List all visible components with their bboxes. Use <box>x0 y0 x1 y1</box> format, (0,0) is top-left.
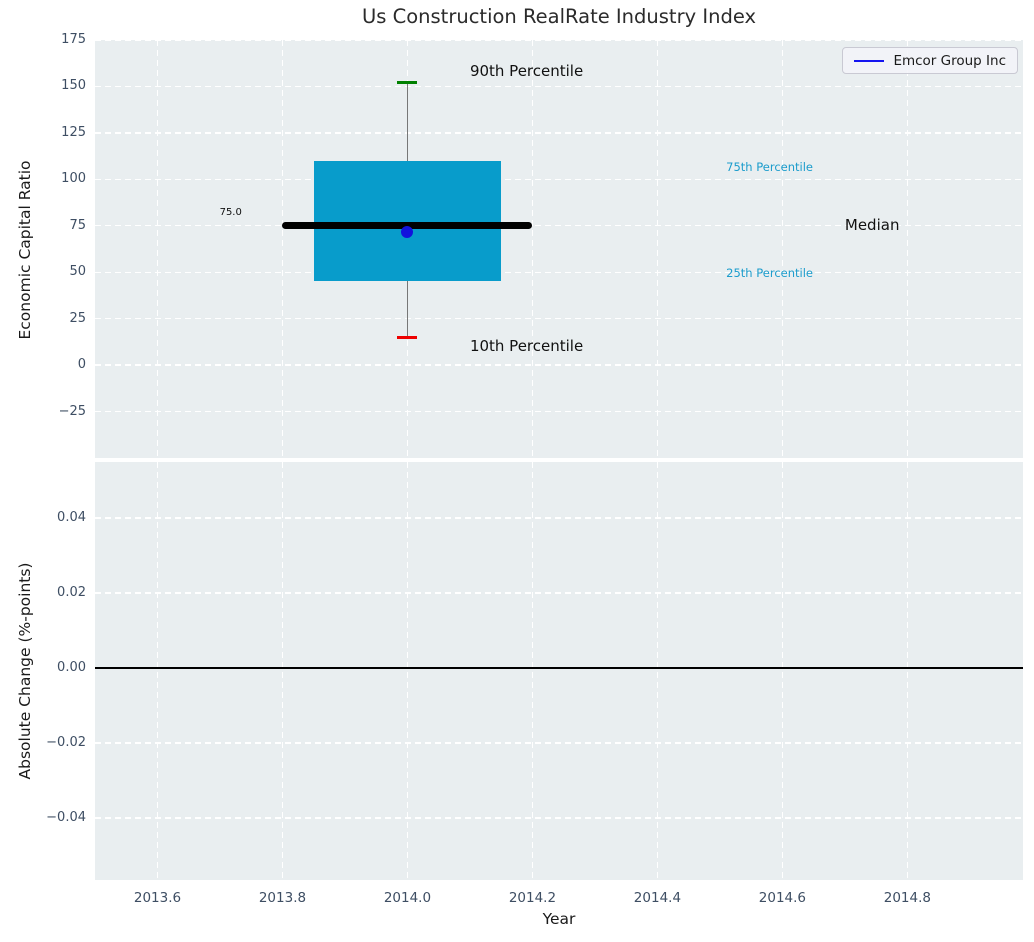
y-tick-label: 100 <box>61 171 86 187</box>
y-tick-label: 0.04 <box>57 510 86 526</box>
gridline-vertical <box>656 462 659 880</box>
chart-title: Us Construction RealRate Industry Index <box>361 5 757 28</box>
gridline-vertical <box>531 462 534 880</box>
legend: Emcor Group Inc <box>842 47 1018 74</box>
iqr-box <box>313 160 502 281</box>
x-tick-label: 2013.6 <box>133 890 182 906</box>
gridline-horizontal <box>95 225 1023 227</box>
gridline-vertical <box>781 462 784 880</box>
annotation-25th-percentile: 25th Percentile <box>726 265 813 280</box>
gridline-horizontal <box>95 271 1023 273</box>
x-tick-label: 2013.8 <box>258 890 307 906</box>
gridline-horizontal <box>95 132 1023 134</box>
gridline-horizontal <box>95 742 1023 744</box>
gridline-horizontal <box>95 85 1023 88</box>
x-tick-label: 2014.2 <box>508 890 557 906</box>
y-tick-label: −0.02 <box>46 734 86 750</box>
y-axis-label-top: Economic Capital Ratio <box>16 160 34 340</box>
gridline-horizontal <box>95 317 1023 320</box>
gridline-vertical <box>906 40 909 458</box>
x-tick-label: 2014.0 <box>383 890 432 906</box>
y-tick-label: 150 <box>61 78 86 94</box>
legend-line-swatch <box>854 59 885 62</box>
y-tick-label: −0.04 <box>46 809 86 825</box>
annotation-90th-percentile: 90th Percentile <box>469 62 584 81</box>
y-tick-label: 0.00 <box>57 660 86 675</box>
y-tick-label: 50 <box>69 264 86 280</box>
gridline-vertical <box>281 462 284 880</box>
gridline-vertical <box>156 462 159 880</box>
gridline-vertical <box>906 462 909 880</box>
y-tick-label: −25 <box>58 403 86 419</box>
y-tick-label: 0 <box>77 357 86 373</box>
gridline-horizontal <box>95 517 1023 519</box>
gridline-horizontal <box>95 410 1023 413</box>
gridline-vertical <box>781 40 784 458</box>
y-axis-label-bottom: Absolute Change (%-points) <box>16 562 34 780</box>
gridline-horizontal <box>95 817 1023 819</box>
x-tick-label: 2014.4 <box>633 890 682 906</box>
x-tick-label: 2014.8 <box>883 890 931 906</box>
bottom-plot-area <box>95 462 1023 880</box>
annotation-median: Median <box>844 216 900 235</box>
legend-label: Emcor Group Inc <box>893 52 1006 69</box>
company-dot <box>401 226 414 239</box>
annotation-75th-percentile: 75th Percentile <box>726 160 813 175</box>
top-plot-area <box>95 40 1023 458</box>
x-axis-label: Year <box>542 910 576 928</box>
y-tick-label: 25 <box>69 310 86 326</box>
gridline-vertical <box>406 462 409 880</box>
y-tick-label: 175 <box>61 32 86 47</box>
y-tick-label: 0.02 <box>57 585 86 601</box>
x-tick-label: 2014.6 <box>758 890 807 906</box>
annotation-10th-percentile: 10th Percentile <box>469 337 584 356</box>
y-tick-label: 75 <box>69 217 86 233</box>
gridline-horizontal <box>95 39 1023 41</box>
whisker-cap-10th <box>397 335 418 339</box>
gridline-vertical <box>281 40 284 458</box>
gridline-horizontal <box>95 592 1023 594</box>
gridline-vertical <box>531 40 534 458</box>
gridline-horizontal <box>95 364 1023 366</box>
zero-line <box>95 667 1023 669</box>
median-line <box>282 222 533 230</box>
gridline-vertical <box>656 40 659 458</box>
gridline-vertical <box>156 40 159 458</box>
annotation-75-0: 75.0 <box>219 206 242 218</box>
y-tick-label: 125 <box>61 124 86 140</box>
gridline-horizontal <box>95 178 1023 181</box>
whisker-cap-90th <box>397 81 418 85</box>
